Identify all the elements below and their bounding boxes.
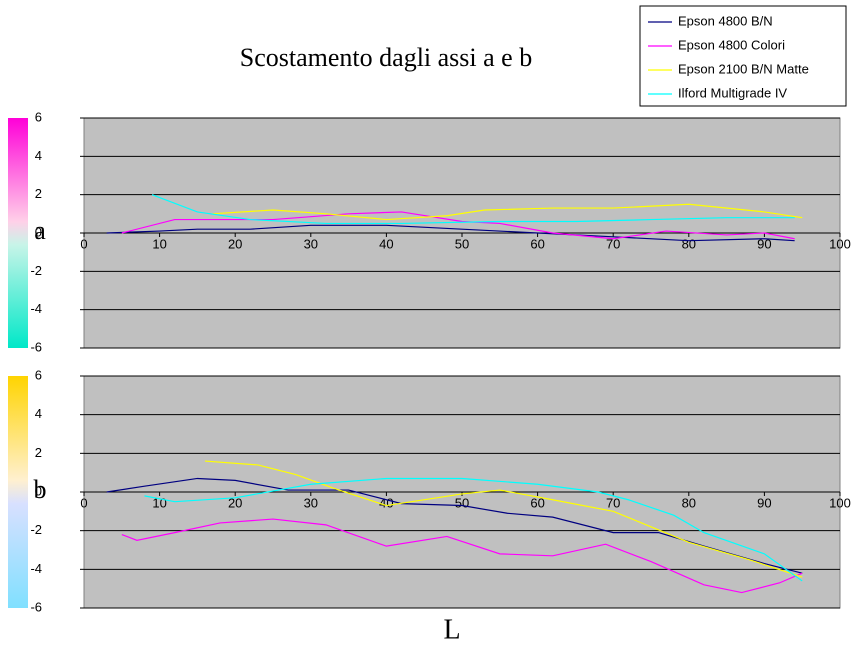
x-tick-label: 60 (530, 495, 544, 510)
y-tick-label: -2 (30, 263, 42, 278)
x-tick-label: 70 (606, 495, 620, 510)
x-tick-label: 90 (757, 495, 771, 510)
y-tick-label: 0 (35, 483, 42, 498)
y-axis-label: b (34, 475, 47, 504)
x-tick-label: 10 (152, 236, 166, 251)
x-tick-label: 40 (379, 495, 393, 510)
x-tick-label: 0 (80, 236, 87, 251)
x-tick-label: 20 (228, 495, 242, 510)
y-tick-label: -4 (30, 561, 42, 576)
series-line (121, 518, 803, 594)
y-tick-label: 2 (35, 445, 42, 460)
x-tick-label: 100 (829, 495, 851, 510)
series-line (106, 224, 795, 242)
x-tick-label: 90 (757, 236, 771, 251)
x-tick-label: 50 (455, 495, 469, 510)
y-tick-label: -4 (30, 301, 42, 316)
x-tick-label: 70 (606, 236, 620, 251)
y-tick-label: 4 (35, 406, 42, 421)
y-tick-label: -2 (30, 522, 42, 537)
x-tick-label: 50 (455, 236, 469, 251)
y-tick-label: 0 (35, 224, 42, 239)
y-tick-label: 6 (35, 109, 42, 124)
y-tick-label: 6 (35, 367, 42, 382)
x-tick-label: 20 (228, 236, 242, 251)
x-tick-label: 30 (304, 236, 318, 251)
x-tick-label: 80 (682, 495, 696, 510)
legend-label: Epson 4800 Colori (678, 37, 785, 52)
legend-label: Epson 4800 B/N (678, 13, 773, 28)
series-line (204, 460, 803, 578)
legend-label: Ilford Multigrade IV (678, 85, 787, 100)
legend (639, 5, 847, 107)
x-axis-label: L (443, 614, 460, 645)
color-scale-a (8, 118, 28, 348)
x-tick-label: 0 (80, 495, 87, 510)
y-axis-label: a (34, 216, 46, 245)
y-tick-label: 4 (35, 148, 42, 163)
series-line (144, 477, 803, 582)
y-tick-label: -6 (30, 339, 42, 354)
x-tick-label: 60 (530, 236, 544, 251)
x-tick-label: 40 (379, 236, 393, 251)
y-tick-label: 2 (35, 186, 42, 201)
y-tick-label: -6 (30, 599, 42, 614)
x-tick-label: 30 (304, 495, 318, 510)
series-line (212, 203, 803, 221)
chart-title: Scostamento dagli assi a e b (240, 43, 532, 72)
x-tick-label: 100 (829, 236, 851, 251)
x-tick-label: 80 (682, 236, 696, 251)
legend-label: Epson 2100 B/N Matte (678, 61, 809, 76)
color-scale-b (8, 376, 28, 608)
series-line (151, 194, 795, 225)
